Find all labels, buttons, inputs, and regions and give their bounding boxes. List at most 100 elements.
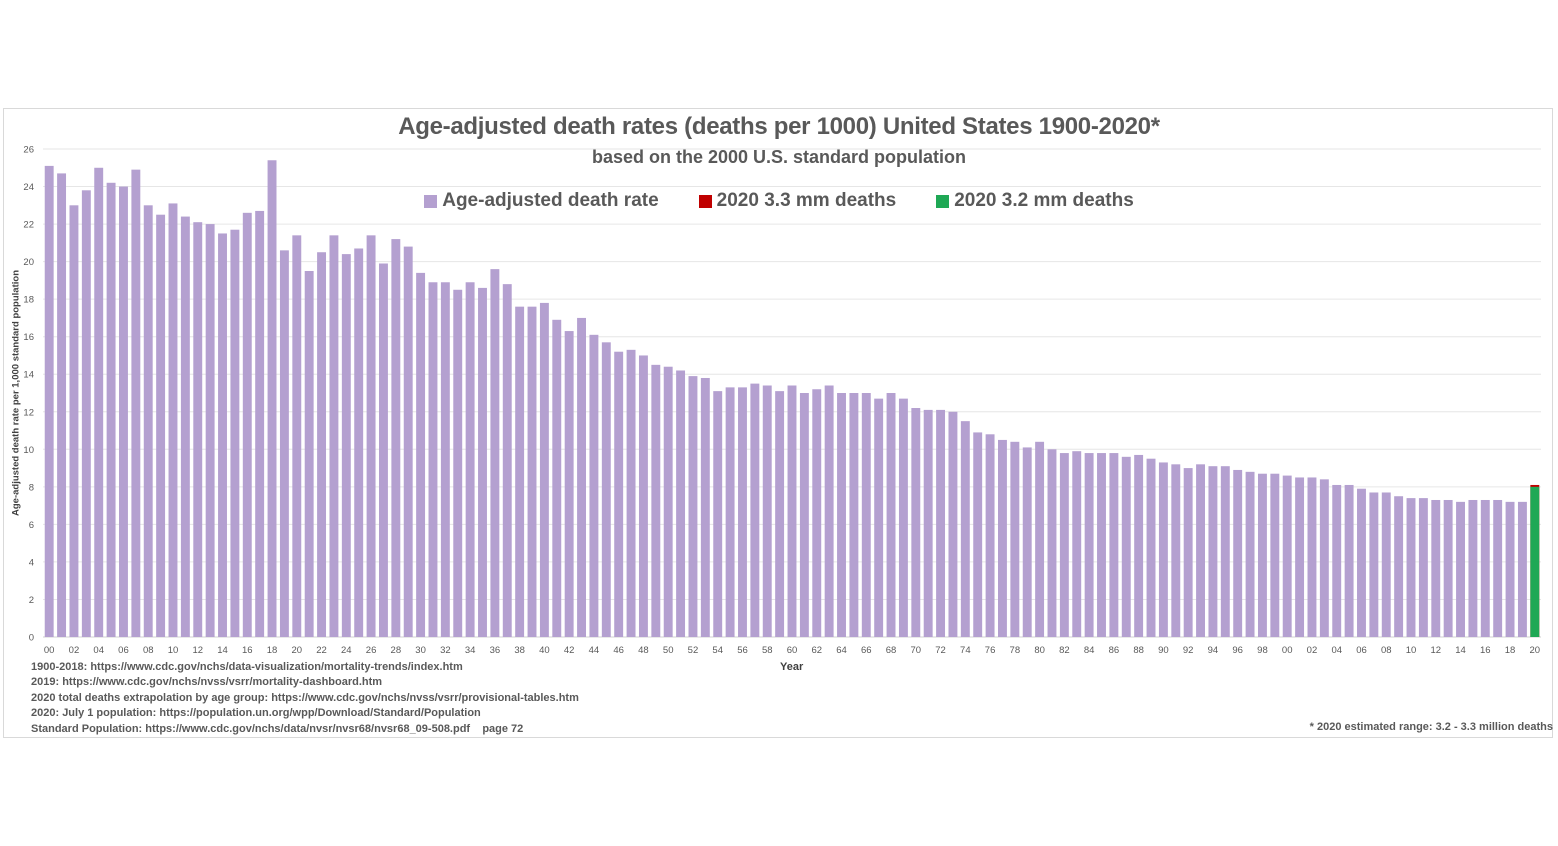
bar-1977: [998, 439, 1007, 637]
bar-1933: [453, 289, 463, 637]
bar-1929: [403, 246, 413, 637]
x-tick-label: 08: [143, 645, 154, 656]
bar-1912: [193, 222, 203, 637]
x-tick-label: 06: [118, 645, 129, 656]
x-tick-label: 70: [911, 645, 922, 656]
bar-1974: [960, 421, 970, 637]
legend-swatch-3-3mm: [698, 194, 712, 208]
x-tick-label: 04: [1331, 645, 1342, 656]
y-tick-label: 24: [23, 182, 34, 193]
x-tick-label: 90: [1158, 645, 1169, 656]
bar-1985: [1097, 453, 1106, 637]
x-tick-label: 66: [861, 645, 872, 656]
bar-1949: [651, 364, 661, 637]
x-tick-label: 24: [341, 645, 352, 656]
bar-1911: [180, 216, 190, 638]
bar-2011: [1418, 498, 1428, 637]
bar-1966: [861, 393, 871, 637]
x-tick-label: 78: [1010, 645, 1021, 656]
x-tick-label: 52: [688, 645, 699, 656]
bar-2015: [1468, 499, 1478, 637]
y-tick-label: 8: [29, 482, 34, 493]
legend-item-3-3mm: 2020 3.3 mm deaths: [698, 190, 896, 212]
bar-1959: [775, 391, 785, 637]
x-tick-label: 64: [836, 645, 847, 656]
x-tick-label: 08: [1381, 645, 1392, 656]
chart-title: Age-adjusted death rates (deaths per 100…: [398, 113, 1160, 140]
x-tick-label: 00: [1282, 645, 1293, 656]
x-tick-label: 16: [1480, 645, 1491, 656]
bar-1973: [948, 411, 958, 637]
y-tick-label: 4: [29, 557, 34, 568]
x-tick-label: 80: [1034, 645, 1045, 656]
y-tick-label: 26: [23, 145, 34, 156]
x-tick-label: 12: [1430, 645, 1441, 656]
bar-1998: [1257, 473, 1267, 637]
bar-1983: [1072, 451, 1082, 637]
source-line: 2020: July 1 population: https://populat…: [31, 707, 481, 720]
bar-1919: [279, 250, 289, 637]
bar-1950: [663, 366, 673, 637]
bar-2016: [1480, 499, 1490, 637]
bar-1984: [1084, 453, 1094, 637]
bar-1942: [564, 331, 574, 637]
bar-2001: [1295, 477, 1305, 637]
bar-1940: [539, 302, 549, 637]
bar-1938: [515, 306, 525, 637]
bar-1958: [762, 385, 772, 637]
bar-2010: [1406, 498, 1416, 637]
bar-1931: [428, 282, 438, 637]
sources: 1900-2018: https://www.cdc.gov/nchs/data…: [31, 660, 579, 737]
bar-1994: [1208, 466, 1218, 637]
x-tick-labels: 00 02 04 06 08 10 12 14 16 18 20 22 24 26 28 30 32 34 36 38…: [44, 645, 1540, 656]
x-tick-label: 12: [192, 645, 203, 656]
bar-1954: [713, 391, 723, 637]
bar-1925: [354, 248, 364, 637]
bar-1910: [168, 203, 178, 637]
bar-1941: [552, 319, 562, 637]
x-tick-label: 10: [1406, 645, 1417, 656]
x-tick-label: 60: [787, 645, 798, 656]
bar-1972: [936, 409, 946, 637]
bar-1920: [292, 235, 302, 638]
bar-1961: [799, 393, 809, 637]
bar-2000: [1282, 475, 1292, 637]
bar-2005: [1344, 484, 1354, 637]
bar-1926: [366, 235, 376, 638]
bar-1927: [378, 263, 388, 637]
bar-1918: [267, 160, 277, 637]
bar-1967: [874, 398, 884, 637]
bar-1922: [317, 252, 327, 637]
y-tick-label: 22: [23, 220, 34, 231]
bar-1969: [898, 398, 908, 637]
bar-1907: [131, 169, 141, 637]
legend-swatch-death-rate: [424, 194, 438, 208]
bar-1923: [329, 235, 339, 638]
bar-1928: [391, 239, 401, 638]
bar-1996: [1233, 469, 1243, 637]
bar-1904: [94, 167, 104, 637]
bar-2012: [1431, 499, 1441, 637]
bar-1964: [837, 393, 846, 637]
bar-2020-3-2mm: [1530, 486, 1540, 637]
x-tick-label: 98: [1257, 645, 1268, 656]
bar-1908: [143, 205, 153, 638]
bar-1975: [973, 432, 983, 637]
bar-1979: [1022, 447, 1032, 637]
x-tick-label: 82: [1059, 645, 1070, 656]
legend-item-3-2mm: 2020 3.2 mm deaths: [936, 190, 1134, 212]
bar-1971: [923, 409, 933, 637]
x-tick-label: 20: [292, 645, 303, 656]
x-tick-label: 62: [811, 645, 822, 656]
x-tick-label: 26: [366, 645, 377, 656]
x-tick-label: 48: [638, 645, 649, 656]
x-tick-label: 00: [44, 645, 55, 656]
x-tick-label: 14: [217, 645, 228, 656]
bar-1988: [1134, 454, 1144, 637]
bar-1952: [688, 376, 698, 637]
bar-1960: [787, 385, 797, 637]
bar-1921: [304, 271, 314, 637]
y-tick-label: 6: [29, 520, 34, 531]
bar-2013: [1443, 499, 1453, 637]
